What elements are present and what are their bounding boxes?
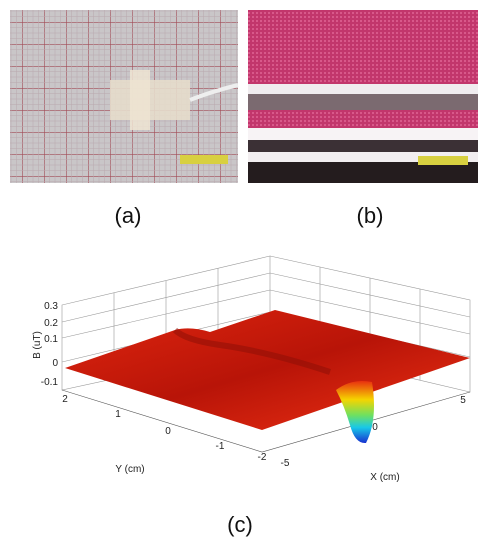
- y-tick-label: -2: [258, 452, 267, 463]
- panel-label: (b): [357, 203, 384, 228]
- x-tick-label: -5: [281, 458, 290, 469]
- surface: [65, 310, 470, 443]
- panel-label: (c): [227, 512, 253, 537]
- y-axis-label: Y (cm): [115, 464, 144, 475]
- z-tick-label: 0.2: [44, 318, 58, 329]
- z-tick-label: -0.1: [41, 377, 59, 388]
- y-tick-label: -1: [216, 441, 225, 452]
- z-tick-label: 0: [52, 358, 58, 369]
- z-tick-label: 0.1: [44, 334, 58, 345]
- z-axis-label: B (uT): [32, 331, 43, 359]
- y-tick-label: 2: [62, 394, 68, 405]
- x-tick-label: 5: [460, 395, 466, 406]
- x-tick-label: 0: [372, 422, 378, 433]
- z-tick-label: 0.3: [44, 301, 58, 312]
- y-tick-label: 0: [165, 426, 171, 437]
- photo-a: [10, 10, 238, 183]
- figure: (a) (b) 0.3 0.2 0.1 0 -0.12 1 0 -1 -2 -5 0 5 B (uT)…: [0, 0, 481, 542]
- panel-label: (a): [115, 203, 142, 228]
- y-tick-label: 1: [115, 409, 121, 420]
- photo-b: [248, 10, 478, 183]
- x-axis-label: X (cm): [370, 472, 399, 483]
